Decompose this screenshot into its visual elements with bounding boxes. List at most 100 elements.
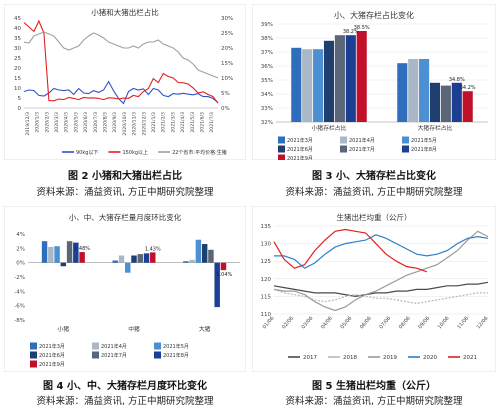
x-tick: 2021/7/3 bbox=[209, 112, 215, 133]
legend-label-3: 2020 bbox=[423, 355, 437, 361]
legend-label-5: 2021年8月 bbox=[411, 146, 437, 153]
y-tick-right: 20% bbox=[221, 46, 233, 52]
figure-caption-2: 图 2 小猪和大猪出栏占比 bbox=[68, 171, 182, 182]
y-tick-left: 15 bbox=[14, 76, 21, 82]
category-label: 大猪 bbox=[199, 325, 211, 333]
legend-swatch-1 bbox=[340, 136, 347, 144]
y-tick: 135 bbox=[261, 224, 272, 230]
bar-2-0 bbox=[183, 261, 189, 263]
y-tick-right: 30% bbox=[221, 16, 233, 22]
figure-caption-5: 图 5 生猪出栏均重（公斤） bbox=[312, 381, 436, 392]
x-tick: 2020/2/3 bbox=[44, 112, 50, 133]
y-tick: 130 bbox=[261, 242, 272, 248]
bar-0-4 bbox=[334, 35, 345, 123]
chart-stock-ratio: 小、大猪存栏占比变化 32% 33% 34% 35% 36% 37% 38% 39% 小猪存栏占比… bbox=[252, 4, 496, 160]
y-tick-left: 5 bbox=[18, 96, 22, 102]
y-tick-left: 25 bbox=[14, 56, 21, 62]
chart-frame bbox=[4, 4, 246, 160]
bar-0-1 bbox=[48, 246, 54, 263]
bar-1-5 bbox=[451, 82, 462, 122]
chart-panel-avg-weight: 生猪出栏均重（公斤） 110 115 120 125 130 135 01/06 02/06 03… bbox=[252, 206, 496, 372]
legend-label-2: 2021年5月 bbox=[163, 343, 189, 350]
bar-2-3 bbox=[201, 244, 208, 263]
bar-2-6 bbox=[220, 262, 227, 271]
legend-swatch-0 bbox=[278, 136, 285, 144]
bar-0-3 bbox=[60, 262, 67, 267]
y-tick-left: 45 bbox=[14, 16, 21, 22]
legend-label-4: 2021 bbox=[463, 355, 477, 361]
x-tick: 2020/8/3 bbox=[102, 112, 108, 133]
category-label: 小猪存栏占比 bbox=[312, 124, 347, 132]
x-tick: 2021/1/3 bbox=[151, 112, 157, 133]
legend-swatch-2 bbox=[402, 136, 409, 144]
chart-title: 生猪出栏均重（公斤） bbox=[337, 212, 412, 222]
figure-source-2: 资料来源：涌益资讯, 方正中期研究院整理 bbox=[36, 187, 214, 198]
legend-swatch-3 bbox=[278, 145, 285, 153]
legend-swatch-5 bbox=[154, 351, 161, 359]
series-line-1 bbox=[23, 19, 219, 104]
legend-label-2: 22个省市:平均价格:生猪 bbox=[172, 149, 227, 156]
legend-label-0: 2021年3月 bbox=[287, 137, 313, 144]
legend-swatch-1 bbox=[92, 342, 99, 350]
y-tick-left: 40 bbox=[14, 26, 21, 32]
x-tick: 2020/4/3 bbox=[64, 112, 70, 133]
bar-0-0 bbox=[291, 47, 302, 122]
series-line-2017 bbox=[273, 281, 489, 298]
bar-2-5 bbox=[214, 262, 220, 308]
category-label: 中猪 bbox=[128, 325, 140, 333]
y-tick-left: 30 bbox=[14, 46, 21, 52]
legend-label-5: 2021年8月 bbox=[163, 352, 189, 359]
y-tick: 36% bbox=[261, 64, 273, 70]
y-tick: 115 bbox=[261, 294, 272, 300]
bar-1-2 bbox=[125, 262, 131, 273]
bar-1-4 bbox=[440, 85, 451, 122]
legend-label-3: 2021年6月 bbox=[287, 146, 313, 153]
series-line-2 bbox=[23, 31, 219, 79]
bar-2-4 bbox=[208, 249, 214, 263]
y-tick-left: 0 bbox=[18, 106, 22, 112]
figure-source-3: 资料来源：涌益资讯, 方正中期研究院整理 bbox=[285, 187, 463, 198]
chart-frame bbox=[4, 206, 246, 372]
chart-pig-sales-ratio: 小猪和大猪出栏占比 0 5 10 15 20 25 30 35 40 45 0% 5% 10% 15% 20%… bbox=[4, 4, 246, 160]
bar-1-6 bbox=[462, 91, 473, 122]
chart-title: 小猪和大猪出栏占比 bbox=[91, 7, 159, 17]
x-tick: 2020/7/3 bbox=[93, 112, 99, 133]
y-tick-right: 15% bbox=[221, 61, 233, 67]
bar-1-0 bbox=[112, 260, 118, 263]
y-tick: 35% bbox=[261, 78, 273, 84]
y-tick: 110 bbox=[261, 312, 272, 318]
y-tick-left: 35 bbox=[14, 36, 21, 42]
chart-frame bbox=[252, 206, 496, 372]
legend-label-2: 2019 bbox=[383, 355, 397, 361]
bar-0-4 bbox=[66, 241, 73, 263]
category-label: 小猪 bbox=[58, 325, 70, 333]
y-tick-left: 20 bbox=[14, 66, 21, 72]
legend-label-1: 150kg以上 bbox=[122, 149, 148, 156]
legend-label-6: 2021年9月 bbox=[39, 361, 65, 368]
y-tick: 2% bbox=[16, 246, 25, 252]
y-tick: -4% bbox=[14, 289, 25, 295]
legend-label-0: 2017 bbox=[303, 355, 317, 361]
series-line-2021 bbox=[273, 228, 428, 273]
y-tick: -6% bbox=[14, 304, 25, 310]
legend-swatch-3 bbox=[30, 351, 37, 359]
legend-swatch-4 bbox=[92, 351, 99, 359]
y-tick: 4% bbox=[16, 232, 25, 238]
legend-label-2: 2021年5月 bbox=[411, 137, 437, 144]
bar-1-3 bbox=[429, 82, 441, 122]
x-tick: 2019/12/3 bbox=[25, 112, 31, 136]
bar-0-3 bbox=[323, 40, 335, 122]
bar-1-2 bbox=[419, 59, 430, 122]
bar-0-6 bbox=[79, 252, 85, 263]
y-tick-left: 10 bbox=[14, 86, 21, 92]
bar-1-1 bbox=[118, 255, 125, 263]
data-label: 1.48% bbox=[74, 246, 90, 252]
y-tick: 39% bbox=[261, 22, 273, 28]
bar-1-1 bbox=[408, 59, 419, 122]
x-tick: 2020/1/3 bbox=[35, 112, 41, 133]
bar-0-5 bbox=[73, 242, 79, 263]
y-tick: 33% bbox=[261, 106, 273, 112]
y-tick: 125 bbox=[261, 259, 272, 265]
chart-panel-pig-sales-ratio: 小猪和大猪出栏占比 0 5 10 15 20 25 30 35 40 45 0% 5% 10% 15% 20%… bbox=[4, 4, 246, 160]
figure-source-5: 资料来源：涌益资讯, 方正中期研究院整理 bbox=[285, 396, 463, 407]
